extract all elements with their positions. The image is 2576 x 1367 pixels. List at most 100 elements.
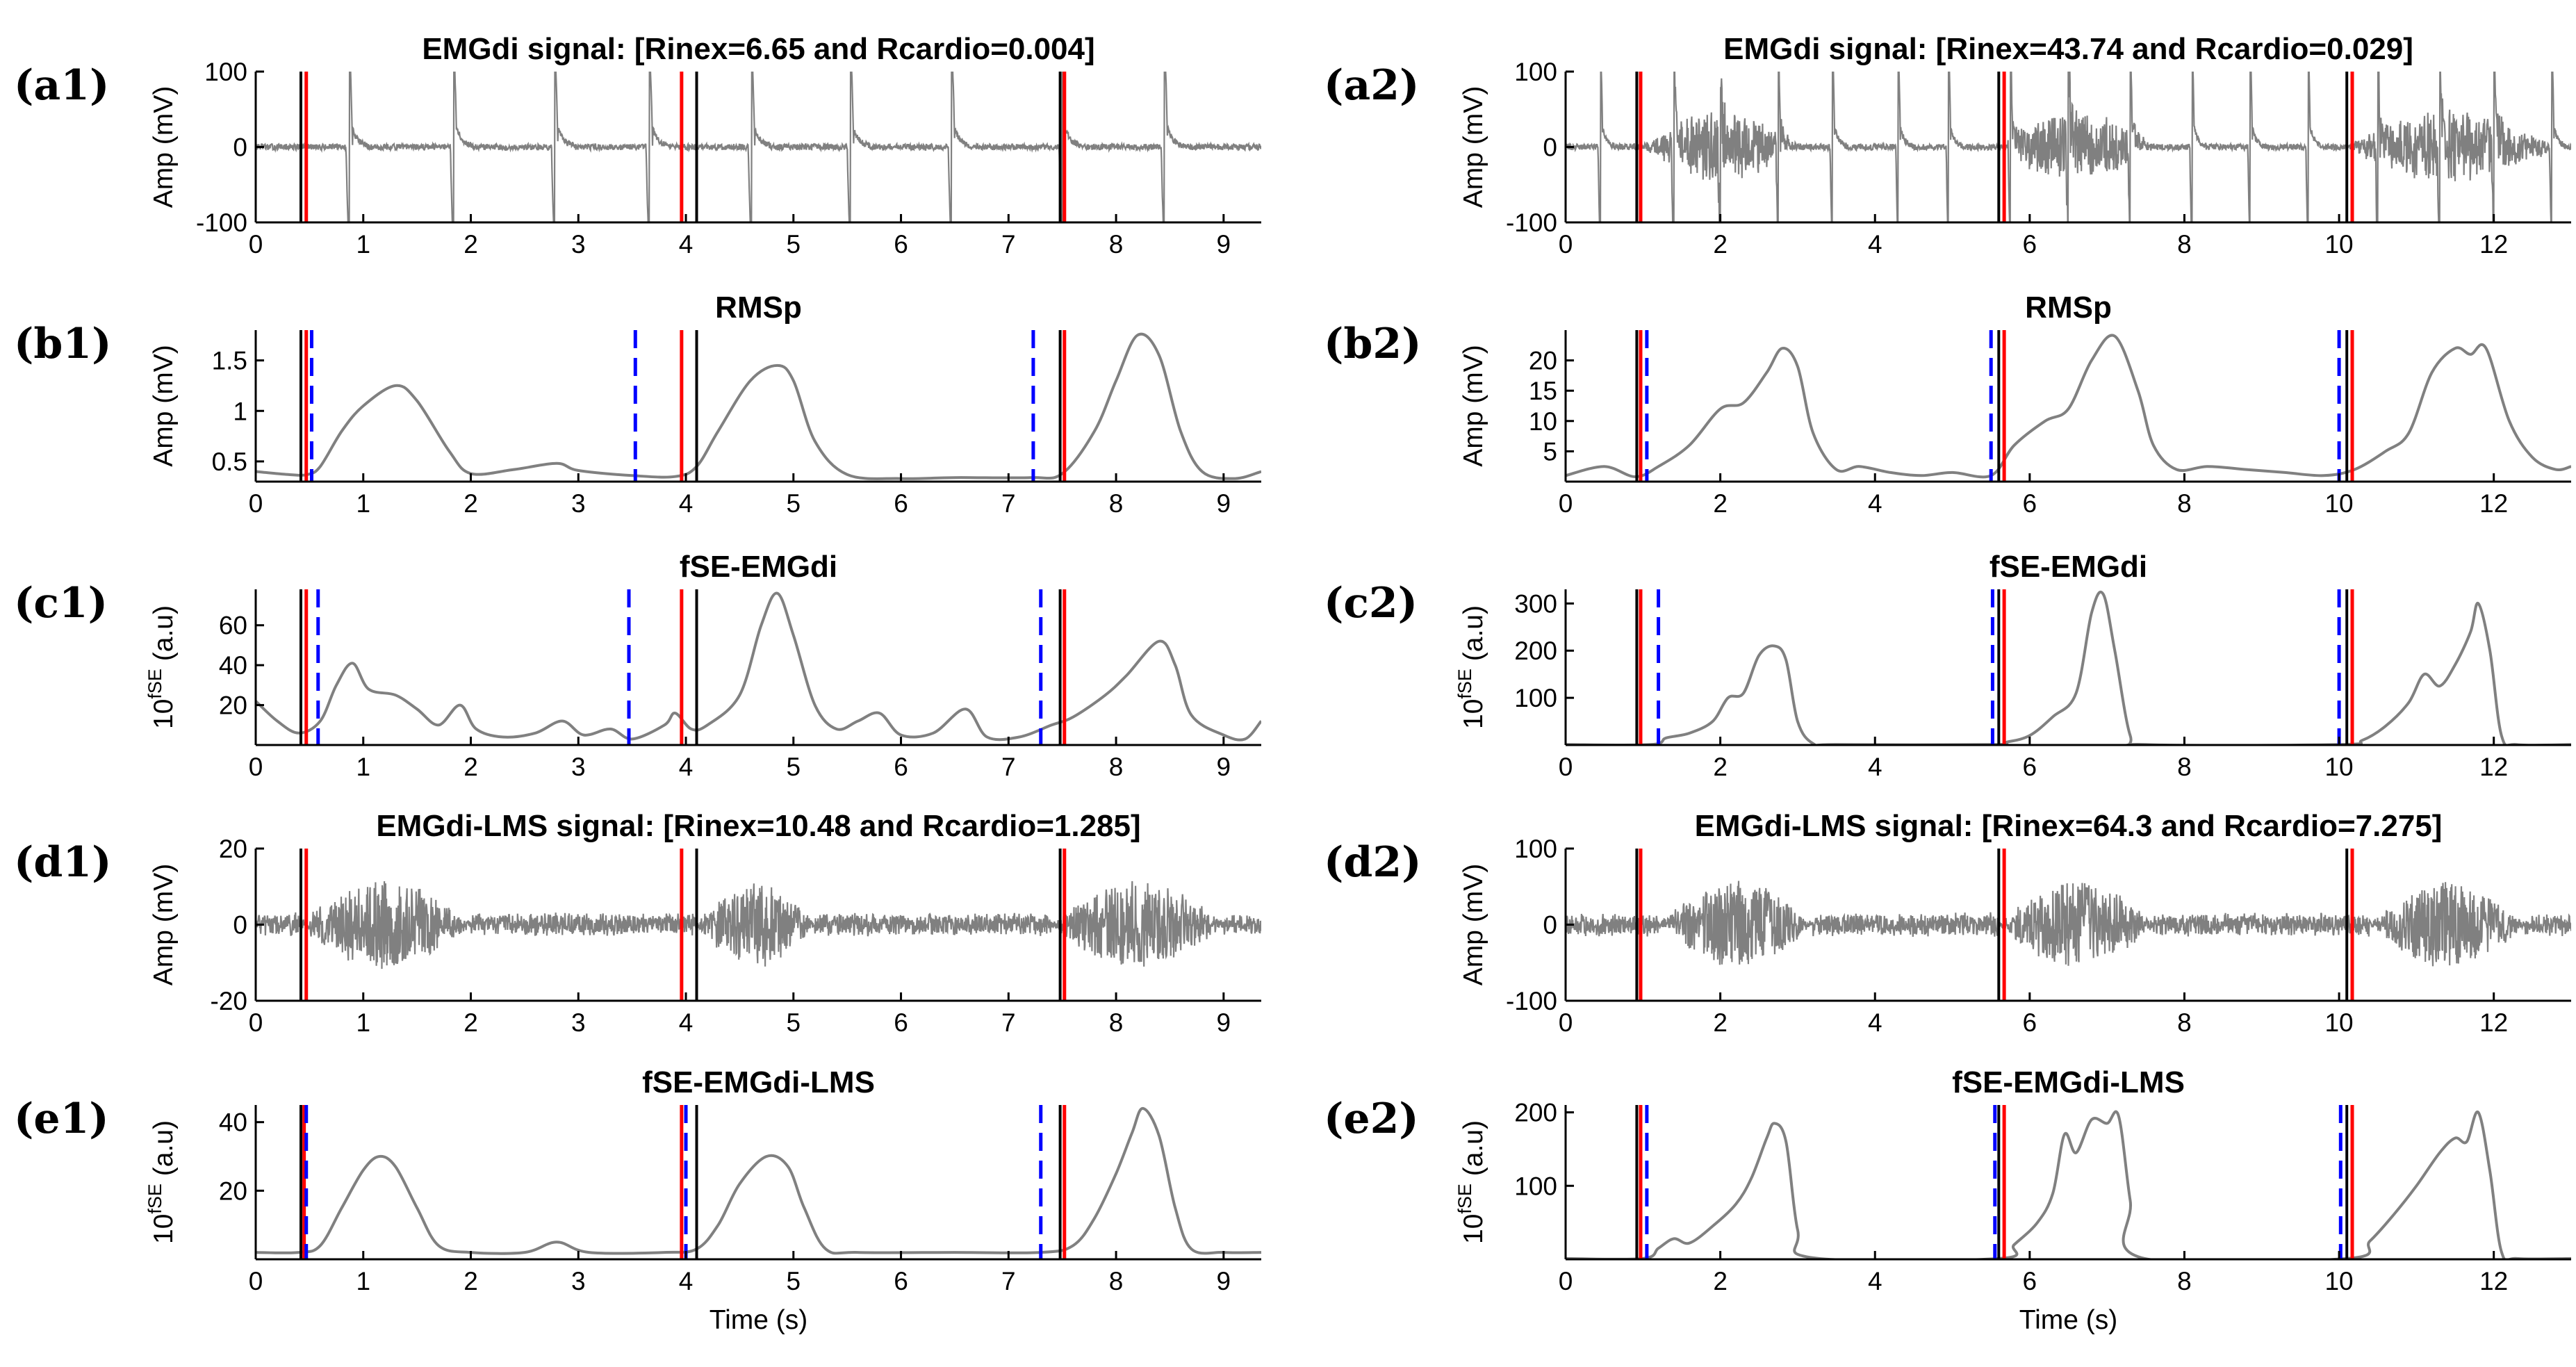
y-axis-label: Amp (mV) bbox=[149, 86, 179, 208]
x-tick-label: 7 bbox=[1001, 489, 1016, 518]
y-tick-label: 200 bbox=[1514, 637, 1557, 665]
x-tick-label: 8 bbox=[1109, 230, 1124, 259]
y-tick-label: 40 bbox=[219, 651, 247, 680]
plot-area bbox=[1566, 849, 2571, 1001]
y-tick-label: 1 bbox=[233, 397, 247, 425]
x-tick-label: 6 bbox=[2023, 1267, 2037, 1295]
x-tick-label: 4 bbox=[1868, 489, 1882, 518]
x-tick-label: 2 bbox=[463, 489, 478, 518]
y-axis-label: Amp (mV) bbox=[1459, 864, 1488, 986]
y-tick-label: 0 bbox=[1543, 133, 1557, 162]
y-tick-label: 100 bbox=[1514, 835, 1557, 863]
signal-trace bbox=[256, 332, 1261, 480]
x-tick-label: 10 bbox=[2324, 1267, 2353, 1295]
panel-label: (d1) bbox=[14, 838, 111, 887]
x-tick-label: 7 bbox=[1001, 1267, 1016, 1295]
signal-trace bbox=[1566, 72, 2571, 222]
panel-title: RMSp bbox=[715, 290, 802, 325]
panel-title: EMGdi-LMS signal: [Rinex=10.48 and Rcard… bbox=[376, 809, 1140, 843]
x-tick-label: 9 bbox=[1217, 489, 1231, 518]
x-tick-label: 1 bbox=[356, 230, 370, 259]
x-tick-label: 0 bbox=[249, 230, 263, 259]
x-tick-label: 6 bbox=[894, 753, 908, 781]
y-tick-label: -100 bbox=[1506, 208, 1557, 237]
y-tick-label: 5 bbox=[1543, 437, 1557, 466]
x-tick-label: 4 bbox=[679, 230, 694, 259]
y-axis-label: 10fSE (a.u) bbox=[145, 1120, 179, 1244]
y-axis-label: 10fSE (a.u) bbox=[1454, 605, 1488, 729]
y-tick-label: 15 bbox=[1529, 377, 1557, 405]
signal-trace bbox=[256, 1106, 1261, 1255]
y-tick-label: 100 bbox=[1514, 684, 1557, 712]
y-axis-label: Amp (mV) bbox=[149, 345, 179, 467]
plot-area bbox=[1566, 72, 2571, 222]
y-tick-label: 0 bbox=[1543, 911, 1557, 940]
y-tick-label: 10 bbox=[1529, 407, 1557, 436]
x-tick-label: 12 bbox=[2479, 489, 2508, 518]
x-tick-label: 0 bbox=[1559, 1008, 1573, 1037]
x-tick-label: 8 bbox=[2177, 1008, 2192, 1037]
y-tick-label: 100 bbox=[1514, 58, 1557, 86]
y-tick-label: 200 bbox=[1514, 1099, 1557, 1127]
x-tick-label: 10 bbox=[2324, 489, 2353, 518]
signal-trace bbox=[256, 591, 1261, 742]
y-axis-label: Amp (mV) bbox=[149, 864, 179, 986]
x-tick-label: 8 bbox=[2177, 753, 2192, 781]
x-tick-label: 3 bbox=[571, 753, 586, 781]
x-tick-label: 2 bbox=[1713, 1267, 1728, 1295]
x-tick-label: 3 bbox=[571, 489, 586, 518]
x-tick-label: 0 bbox=[1559, 753, 1573, 781]
panel-title: EMGdi signal: [Rinex=43.74 and Rcardio=0… bbox=[1723, 32, 2413, 66]
x-tick-label: 4 bbox=[679, 753, 694, 781]
y-tick-label: -100 bbox=[1506, 987, 1557, 1015]
signal-trace bbox=[256, 72, 1261, 222]
x-tick-label: 1 bbox=[356, 1267, 370, 1295]
x-tick-label: 12 bbox=[2479, 230, 2508, 259]
x-tick-label: 3 bbox=[571, 1008, 586, 1037]
y-axis-label: Amp (mV) bbox=[1459, 86, 1488, 208]
x-tick-label: 8 bbox=[1109, 753, 1124, 781]
x-tick-label: 4 bbox=[1868, 1267, 1882, 1295]
x-tick-label: 12 bbox=[2479, 753, 2508, 781]
plot-area bbox=[1566, 1105, 2571, 1259]
x-tick-label: 0 bbox=[1559, 1267, 1573, 1295]
x-tick-label: 2 bbox=[1713, 230, 1728, 259]
plot-area bbox=[256, 330, 1261, 482]
panel-label: (c2) bbox=[1324, 579, 1418, 628]
y-tick-label: 300 bbox=[1514, 589, 1557, 618]
x-tick-label: 4 bbox=[1868, 230, 1882, 259]
panel-title: EMGdi signal: [Rinex=6.65 and Rcardio=0.… bbox=[422, 32, 1094, 66]
x-tick-label: 0 bbox=[249, 1008, 263, 1037]
x-tick-label: 2 bbox=[463, 230, 478, 259]
y-tick-label: 0.5 bbox=[212, 448, 247, 476]
panel-e2: (e2) fSE-EMGdi-LMS 0 2 4 6 8 10 12 100 200 10fSE (a… bbox=[1324, 1065, 2571, 1335]
x-tick-label: 6 bbox=[894, 230, 908, 259]
x-tick-label: 6 bbox=[894, 1267, 908, 1295]
x-axis-label: Time (s) bbox=[709, 1305, 808, 1335]
x-tick-label: 9 bbox=[1217, 753, 1231, 781]
panel-e1: (e1) fSE-EMGdi-LMS 0 1 2 3 4 5 6 7 8 9 20 40 10fSE (a.… bbox=[14, 1065, 1261, 1335]
y-tick-label: 60 bbox=[219, 612, 247, 640]
signal-trace bbox=[1566, 590, 2571, 745]
panel-title: fSE-EMGdi-LMS bbox=[642, 1065, 875, 1099]
signal-trace bbox=[1566, 881, 2571, 967]
x-tick-label: 9 bbox=[1217, 230, 1231, 259]
x-tick-label: 8 bbox=[2177, 230, 2192, 259]
x-tick-label: 1 bbox=[356, 753, 370, 781]
panel-label: (b1) bbox=[14, 320, 111, 368]
plot-area bbox=[1566, 330, 2571, 482]
x-tick-label: 5 bbox=[787, 753, 801, 781]
x-tick-label: 2 bbox=[1713, 753, 1728, 781]
y-axis-label: 10fSE (a.u) bbox=[1454, 1120, 1488, 1244]
x-tick-label: 5 bbox=[787, 1267, 801, 1295]
panel-c2: (c2) fSE-EMGdi 0 2 4 6 8 10 12 100 200 300 10fSE (a.… bbox=[1324, 550, 2571, 781]
x-tick-label: 3 bbox=[571, 1267, 586, 1295]
x-tick-label: 1 bbox=[356, 1008, 370, 1037]
signal-trace bbox=[1566, 334, 2571, 479]
y-tick-label: 40 bbox=[219, 1108, 247, 1137]
x-tick-label: 0 bbox=[249, 753, 263, 781]
x-tick-label: 8 bbox=[1109, 1267, 1124, 1295]
panel-label: (d2) bbox=[1324, 838, 1421, 887]
